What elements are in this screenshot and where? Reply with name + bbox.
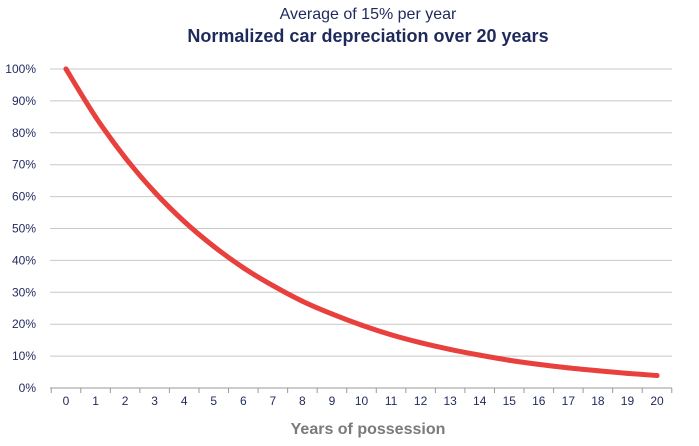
y-tick-label: 100%: [5, 62, 36, 76]
y-tick-label: 20%: [12, 317, 36, 331]
x-tick-label: 10: [355, 394, 369, 408]
grid-lines: [50, 68, 672, 357]
data-point-year-9: [329, 311, 335, 317]
data-point-year-4: [181, 218, 187, 224]
x-tick-label: 7: [270, 394, 277, 408]
data-point-year-18: [595, 368, 601, 374]
y-tick-label: 30%: [12, 285, 36, 299]
x-tick-label: 12: [414, 394, 428, 408]
x-tick-label: 9: [329, 394, 336, 408]
depreciation-line: [63, 66, 660, 379]
x-tick-label: 2: [122, 394, 129, 408]
chart-title: Normalized car depreciation over 20 year…: [187, 26, 548, 46]
x-tick-label: 15: [503, 394, 517, 408]
x-tick-label: 18: [591, 394, 605, 408]
y-tick-label: 80%: [12, 126, 36, 140]
y-axis: 0% 10% 20% 30% 40% 50% 60% 70% 80% 90% 100%: [5, 62, 36, 395]
data-point-year-17: [565, 365, 571, 371]
x-tick-label: 16: [532, 394, 546, 408]
data-point-year-0: [63, 66, 69, 72]
y-tick-label: 40%: [12, 253, 36, 267]
data-point-year-6: [240, 265, 246, 271]
x-tick-label: 11: [385, 394, 398, 408]
x-tick-label: 17: [562, 394, 576, 408]
x-tick-label: 13: [443, 394, 457, 408]
data-point-year-2: [122, 155, 128, 161]
y-tick-label: 50%: [12, 222, 36, 236]
y-tick-label: 0%: [19, 381, 37, 395]
x-tick-label: 5: [210, 394, 217, 408]
x-tick-label: 0: [63, 394, 70, 408]
data-point-year-15: [506, 357, 512, 363]
x-tick-label: 6: [240, 394, 247, 408]
x-tick-label: 8: [299, 394, 306, 408]
x-tick-label: 20: [650, 394, 664, 408]
y-tick-label: 90%: [12, 94, 36, 108]
data-point-year-11: [388, 332, 394, 338]
data-point-year-20: [654, 373, 660, 379]
data-point-year-12: [418, 340, 424, 346]
x-tick-label: 3: [151, 394, 158, 408]
x-tick-label: 1: [92, 394, 99, 408]
chart-subtitle: Average of 15% per year: [280, 6, 457, 23]
x-tick-label: 4: [181, 394, 188, 408]
data-point-year-3: [152, 189, 158, 195]
data-point-year-1: [93, 114, 99, 120]
x-tick-label: 14: [473, 394, 487, 408]
x-axis-title: Years of possession: [291, 421, 446, 438]
data-point-year-13: [447, 346, 453, 352]
x-axis: 0 1 2 3 4 5 6 7 8 9 10 11 12 13 14 15 16 17 18 19 20: [50, 387, 673, 408]
x-tick-label: 19: [621, 394, 635, 408]
y-tick-label: 70%: [12, 158, 36, 172]
data-point-year-8: [299, 298, 305, 304]
data-point-year-16: [536, 361, 542, 367]
y-tick-label: 10%: [12, 349, 36, 363]
data-point-year-5: [211, 243, 217, 249]
y-tick-label: 60%: [12, 190, 36, 204]
series-layer: [63, 66, 660, 379]
data-point-year-14: [477, 352, 483, 358]
data-point-year-19: [624, 370, 630, 376]
data-point-year-10: [359, 322, 364, 328]
data-point-year-7: [270, 283, 276, 289]
